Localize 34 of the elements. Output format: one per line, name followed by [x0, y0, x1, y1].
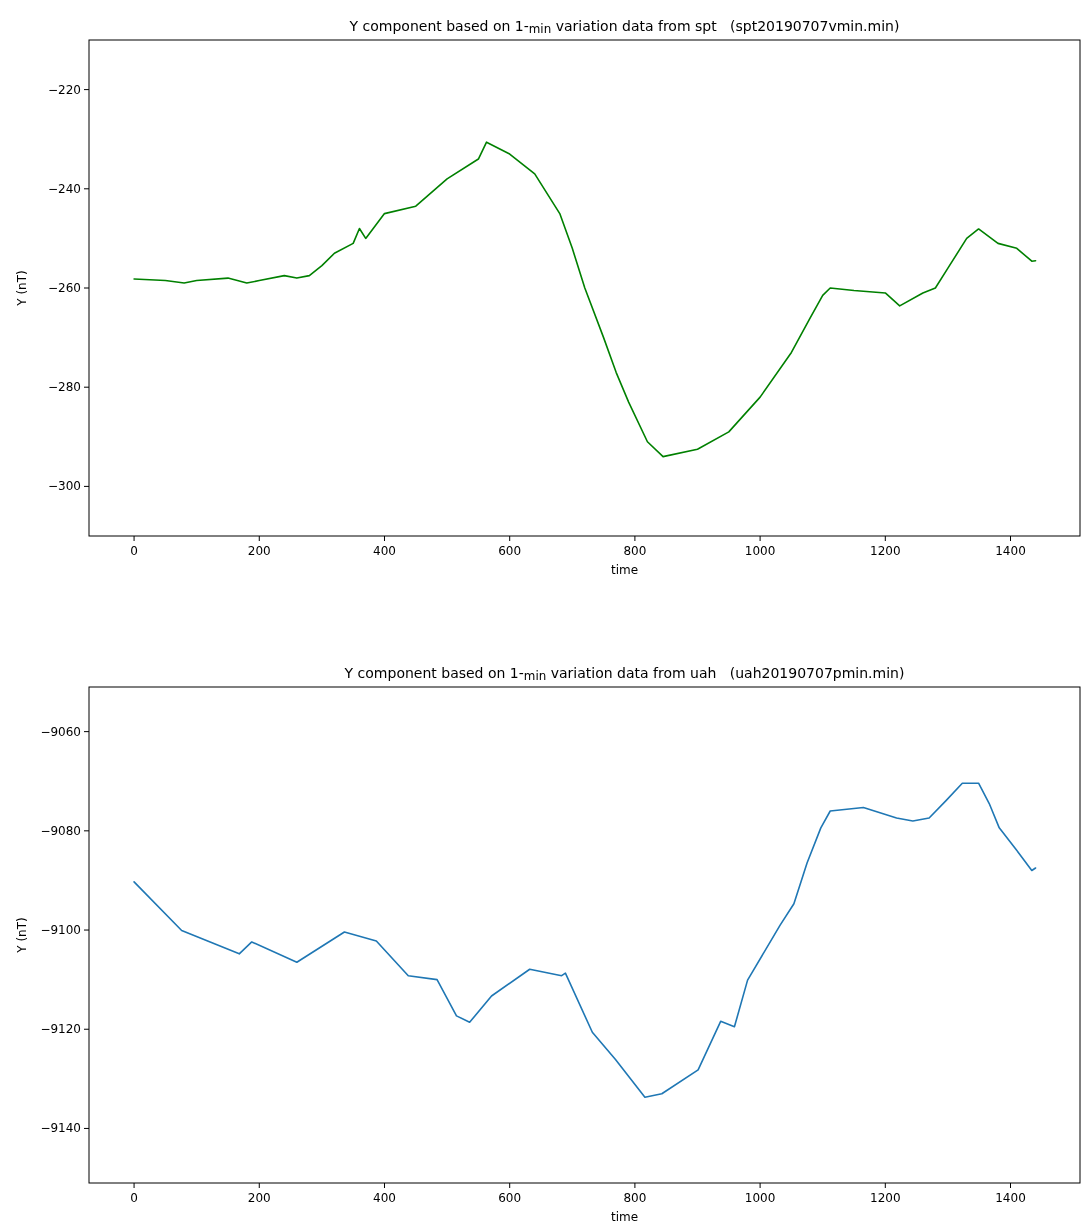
- y-tick-label: −260: [48, 281, 81, 295]
- y-tick-label: −240: [48, 181, 81, 196]
- y-tick-label: −300: [48, 479, 81, 494]
- x-tick-label: 1200: [870, 1191, 901, 1205]
- x-tick-label: 200: [247, 544, 271, 558]
- x-tick-label: 1400: [995, 544, 1026, 558]
- y-tick-label: −9120: [40, 1022, 81, 1037]
- y-axis-title: Y (nT): [15, 917, 29, 954]
- x-tick-label: 800: [623, 544, 647, 558]
- x-tick-label: 1200: [870, 544, 901, 558]
- chart-title: Y component based on 1-$_{min}$ variation data from spt (spt20190707vmin.min): [348, 18, 900, 36]
- y-tick-label: −9080: [40, 823, 81, 838]
- line-series: [133, 141, 1037, 458]
- chart-title: Y component based on 1-$_{min}$ variation data from uah (uah20190707pmin.min): [343, 665, 905, 683]
- x-axis-title: time: [610, 563, 639, 577]
- x-tick-label: 600: [498, 1191, 522, 1205]
- x-tick-label: 1000: [744, 1191, 776, 1205]
- x-tick-label: 400: [373, 1191, 396, 1205]
- line-series: [133, 782, 1037, 1098]
- x-tick-label: 600: [498, 544, 522, 558]
- x-tick-label: 200: [247, 1191, 271, 1205]
- y-tick-label: −280: [48, 380, 81, 395]
- x-tick-label: 800: [623, 1191, 647, 1205]
- x-tick-label: 0: [130, 1191, 138, 1205]
- y-tick-label: −220: [48, 82, 81, 97]
- x-tick-label: 1000: [744, 544, 776, 558]
- y-axis-title: Y (nT): [15, 270, 29, 307]
- x-tick-label: 0: [130, 544, 138, 558]
- x-axis-title: time: [610, 1210, 639, 1221]
- x-tick-label: 1400: [995, 1191, 1026, 1205]
- y-tick-label: −9100: [40, 923, 81, 938]
- y-tick-label: −9140: [40, 1121, 81, 1136]
- y-tick-label: −9060: [40, 724, 81, 739]
- x-tick-label: 400: [373, 544, 396, 558]
